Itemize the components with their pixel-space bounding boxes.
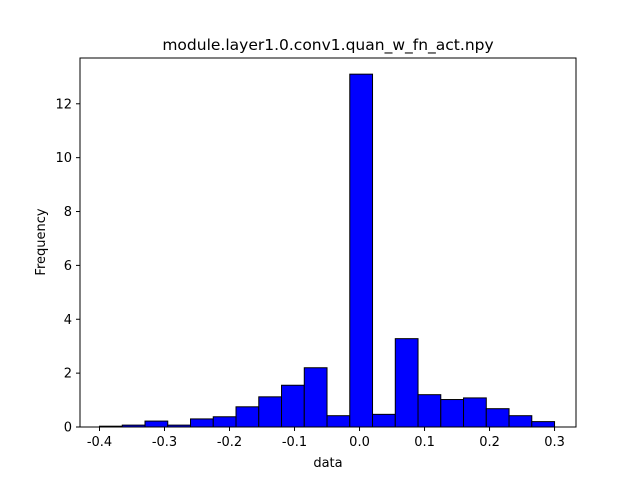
x-axis-label: data xyxy=(313,456,342,471)
histogram-bar xyxy=(212,416,237,428)
histogram-bar xyxy=(303,367,328,428)
bars-group xyxy=(99,73,556,428)
histogram-bar xyxy=(440,399,465,428)
x-tick-label: 0.0 xyxy=(349,435,370,450)
histogram-bar xyxy=(258,396,283,428)
y-tick-label: 6 xyxy=(64,259,72,274)
histogram-bar xyxy=(531,421,556,428)
histogram-bar xyxy=(394,338,419,428)
x-tick-label: -0.2 xyxy=(217,435,242,450)
y-axis-ticks: 0 2 4 6 8 10 12 xyxy=(55,97,80,436)
histogram-bar xyxy=(235,406,260,428)
y-tick-label: 2 xyxy=(64,367,72,382)
chart-title: module.layer1.0.conv1.quan_w_fn_act.npy xyxy=(162,36,493,55)
x-tick-label: 0.1 xyxy=(414,435,435,450)
y-tick-label: 8 xyxy=(64,205,72,220)
y-tick-label: 0 xyxy=(64,421,72,436)
y-tick-label: 4 xyxy=(64,313,72,328)
x-axis-ticks: -0.4 -0.3 -0.2 -0.1 0.0 0.1 0.2 0.3 xyxy=(87,427,565,450)
histogram-bar xyxy=(144,420,169,428)
x-tick-label: 0.2 xyxy=(479,435,500,450)
histogram-bar xyxy=(281,384,305,428)
histogram-bar xyxy=(463,397,487,428)
histogram-bar xyxy=(190,418,214,428)
plot-frame xyxy=(79,57,577,428)
histogram-bar xyxy=(349,73,374,428)
y-tick-label: 12 xyxy=(55,97,72,112)
histogram-bar xyxy=(417,394,442,428)
x-tick-label: -0.3 xyxy=(152,435,177,450)
x-tick-label: 0.3 xyxy=(544,435,565,450)
histogram-bar xyxy=(508,415,533,428)
histogram-bar xyxy=(485,408,510,428)
x-tick-label: -0.4 xyxy=(87,435,112,450)
y-axis-label: Frequency xyxy=(34,208,49,275)
x-tick-label: -0.1 xyxy=(282,435,307,450)
y-tick-label: 10 xyxy=(55,151,72,166)
histogram-bar xyxy=(372,413,396,428)
histogram-bar xyxy=(326,415,351,428)
